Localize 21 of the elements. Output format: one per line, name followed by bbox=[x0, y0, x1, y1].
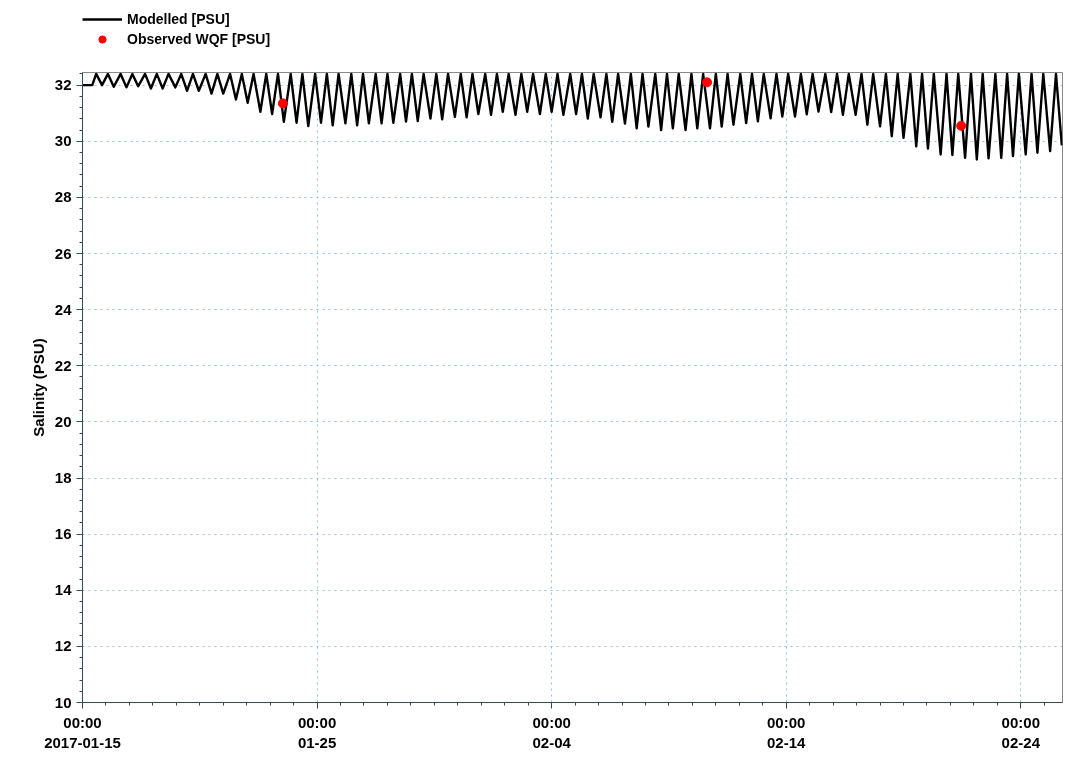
y-axis-title: Salinity (PSU) bbox=[29, 338, 47, 437]
y-tick-label: 20 bbox=[54, 412, 72, 430]
line-series bbox=[82, 72, 1063, 161]
legend-label: Observed WQF [PSU] bbox=[127, 30, 271, 48]
y-tick-label: 32 bbox=[54, 76, 72, 94]
y-tick-label: 14 bbox=[54, 581, 73, 599]
y-tick-label: 24 bbox=[54, 300, 73, 318]
y-tick-label: 18 bbox=[54, 469, 72, 486]
legend-label: Modelled [PSU] bbox=[127, 10, 230, 28]
x-tick-label: 00:00 02-14 bbox=[767, 713, 807, 751]
x-tick-label: 00:00 02-04 bbox=[532, 713, 572, 751]
x-tick-label: 00:00 2017-01-15 bbox=[44, 713, 121, 751]
y-tick-label: 16 bbox=[54, 525, 72, 543]
x-tick-label: 00:00 02-24 bbox=[1001, 713, 1041, 751]
x-tick-label: 00:00 01-25 bbox=[297, 713, 337, 751]
y-tick-label: 28 bbox=[54, 188, 72, 206]
y-tick-label: 22 bbox=[54, 356, 72, 374]
y-tick-label: 12 bbox=[54, 637, 72, 655]
y-tick-label: 30 bbox=[54, 132, 72, 150]
y-tick-label: 10 bbox=[54, 693, 72, 711]
y-tick-label: 26 bbox=[54, 244, 72, 262]
